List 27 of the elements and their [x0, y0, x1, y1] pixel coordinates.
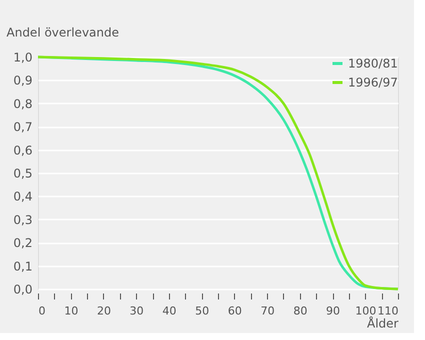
y-tick-label: 0,7: [13, 120, 32, 134]
y-tick-label: 0,0: [13, 282, 32, 296]
legend-label: 1996/97: [348, 76, 398, 90]
y-tick-label: 0,3: [13, 212, 32, 227]
x-axis-title: Ålder: [367, 316, 399, 330]
x-tick-label: 110: [378, 304, 398, 318]
y-tick-label: 0,6: [13, 143, 32, 158]
y-tick-label: 0,4: [13, 190, 32, 204]
x-tick-label: 40: [162, 304, 176, 318]
y-axis-title: Andel överlevande: [6, 26, 119, 40]
x-tick-label: 30: [130, 304, 144, 318]
y-tick-label: 0,5: [13, 166, 32, 180]
x-tick-label: 20: [96, 304, 111, 318]
x-tick-label: 0: [38, 304, 46, 318]
x-tick-label: 50: [195, 304, 210, 318]
y-tick-label: 1,0: [13, 50, 32, 64]
x-tick-label: 70: [260, 304, 275, 318]
x-tick-label: 80: [293, 304, 308, 318]
x-tick-label: 90: [326, 304, 340, 318]
x-tick-label: 10: [64, 304, 78, 318]
y-tick-label: 0,8: [13, 96, 32, 111]
y-tick-label: 0,9: [13, 74, 32, 88]
legend-label: 1980/81: [348, 56, 398, 70]
y-tick-label: 0,2: [13, 236, 32, 250]
x-tick-label: 60: [228, 304, 242, 318]
x-tick-label: 100: [355, 304, 376, 318]
y-tick-label: 0,1: [13, 259, 32, 274]
